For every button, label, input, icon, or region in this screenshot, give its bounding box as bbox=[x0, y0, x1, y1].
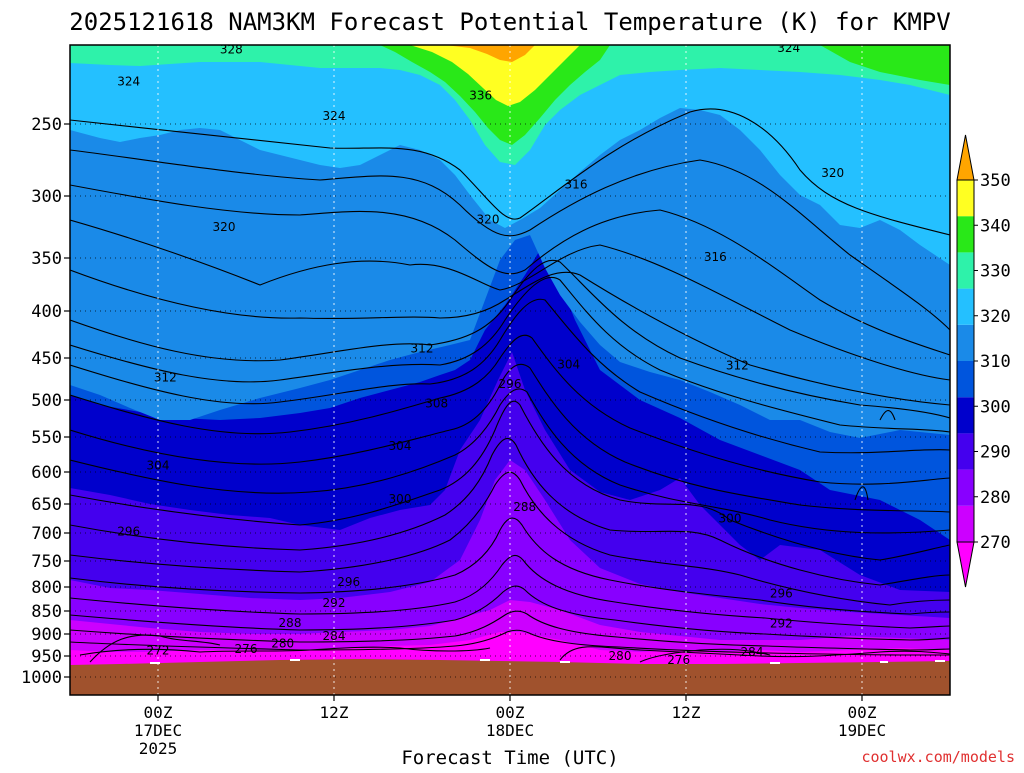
colorbar-label: 340 bbox=[980, 216, 1011, 236]
y-tick-label-400: 400 bbox=[31, 302, 62, 322]
x-axis-label: Forecast Time (UTC) bbox=[401, 747, 618, 768]
colorbar-label: 330 bbox=[980, 262, 1011, 282]
y-tick-label-500: 500 bbox=[31, 391, 62, 411]
contour-label-316: 316 bbox=[704, 250, 727, 264]
colorbar-swatch bbox=[957, 469, 974, 506]
colorbar-label: 290 bbox=[980, 443, 1011, 463]
y-tick-label-650: 650 bbox=[31, 495, 62, 515]
colorbar-swatch bbox=[957, 252, 974, 289]
contour-label-324: 324 bbox=[777, 41, 800, 55]
y-tick-label-450: 450 bbox=[31, 349, 62, 369]
y-tick-label-1000: 1000 bbox=[21, 668, 62, 688]
contour-label-308: 308 bbox=[425, 397, 448, 411]
x-tick-label: 00Z bbox=[496, 703, 525, 722]
contour-label-292: 292 bbox=[323, 596, 346, 610]
colorbar-swatch bbox=[957, 324, 974, 361]
colorbar-label: 320 bbox=[980, 307, 1011, 327]
contour-lines bbox=[70, 108, 950, 663]
contour-label-320: 320 bbox=[477, 213, 500, 227]
contour-labels: 328 324 324 336 324 320 316 320 320 316 312 312 296 3… bbox=[117, 41, 844, 667]
contour-label-276: 276 bbox=[235, 642, 258, 656]
contour-label-304: 304 bbox=[557, 358, 580, 372]
y-tick-label-900: 900 bbox=[31, 625, 62, 645]
colorbar-swatch bbox=[957, 180, 974, 217]
colorbar-label: 300 bbox=[980, 397, 1011, 417]
colorbar-swatch bbox=[957, 361, 974, 398]
colorbar-swatch-bottom bbox=[956, 541, 975, 588]
contour-label-312: 312 bbox=[154, 370, 177, 384]
y-tick-label-700: 700 bbox=[31, 524, 62, 544]
contour-label-316: 316 bbox=[565, 177, 588, 191]
contour-label-296: 296 bbox=[117, 524, 140, 538]
contour-label-296: 296 bbox=[499, 377, 522, 391]
contour-label-312: 312 bbox=[411, 342, 434, 356]
colorbar-swatch bbox=[957, 505, 974, 542]
contour-label-292: 292 bbox=[770, 616, 793, 630]
watermark: coolwx.com/models bbox=[861, 748, 1015, 766]
colorbar-swatch bbox=[957, 288, 974, 325]
x-tick-label: 19DEC bbox=[838, 721, 886, 740]
y-tick-label-550: 550 bbox=[31, 428, 62, 448]
y-tick-label-300: 300 bbox=[31, 187, 62, 207]
x-tick-label: 12Z bbox=[672, 703, 701, 722]
contour-label-288: 288 bbox=[513, 500, 536, 514]
x-tick-label: 17DEC bbox=[134, 721, 182, 740]
x-tick-label: 18DEC bbox=[486, 721, 534, 740]
contour-label-284: 284 bbox=[323, 629, 346, 643]
contour-label-328: 328 bbox=[220, 43, 243, 57]
y-tick-label-800: 800 bbox=[31, 578, 62, 598]
y-tick-label-750: 750 bbox=[31, 552, 62, 572]
gridlines bbox=[70, 45, 950, 695]
y-tick-label-950: 950 bbox=[31, 647, 62, 667]
contour-label-300: 300 bbox=[719, 512, 742, 526]
contour-label-280: 280 bbox=[271, 637, 294, 651]
colorbar-label: 350 bbox=[980, 171, 1011, 191]
x-tick-label: 2025 bbox=[139, 739, 178, 758]
contour-label-296: 296 bbox=[770, 587, 793, 601]
x-tick-label: 12Z bbox=[320, 703, 349, 722]
y-tick-label-600: 600 bbox=[31, 463, 62, 483]
y-tick-label-350: 350 bbox=[31, 249, 62, 269]
colorbar-label: 280 bbox=[980, 488, 1011, 508]
colorbar-swatch bbox=[957, 433, 974, 470]
contour-label-272: 272 bbox=[147, 643, 170, 657]
colorbar-swatch-top bbox=[956, 134, 975, 181]
colorbar-label: 310 bbox=[980, 352, 1011, 372]
band-330-right bbox=[820, 45, 950, 85]
contour-label-284: 284 bbox=[741, 645, 764, 659]
contour-label-304: 304 bbox=[147, 459, 170, 473]
contour-label-320: 320 bbox=[213, 220, 236, 234]
contour-label-312: 312 bbox=[726, 359, 749, 373]
band-340 bbox=[410, 45, 580, 106]
colorbar-label: 270 bbox=[980, 533, 1011, 553]
contour-label-324: 324 bbox=[117, 74, 140, 88]
colorbar: 270 280 290 300 310 320 330 340 350 bbox=[956, 134, 1011, 588]
contour-label-304: 304 bbox=[389, 439, 412, 453]
plot-area: 328 324 324 336 324 320 316 320 320 316 312 312 296 3… bbox=[70, 41, 950, 695]
chart-title: 2025121618 NAM3KM Forecast Potential Tem… bbox=[69, 8, 950, 36]
contour-label-288: 288 bbox=[279, 616, 302, 630]
contour-label-276: 276 bbox=[667, 653, 690, 667]
colorbar-swatch bbox=[957, 216, 974, 253]
contour-label-300: 300 bbox=[389, 492, 412, 506]
contour-label-280: 280 bbox=[609, 649, 632, 663]
contour-label-336: 336 bbox=[469, 89, 492, 103]
contour-label-320: 320 bbox=[821, 166, 844, 180]
colorbar-swatch bbox=[957, 397, 974, 434]
x-tick-label: 00Z bbox=[144, 703, 173, 722]
y-tick-label-250: 250 bbox=[31, 115, 62, 135]
x-tick-label: 00Z bbox=[848, 703, 877, 722]
contour-label-296: 296 bbox=[337, 575, 360, 589]
band-345 bbox=[445, 45, 535, 62]
y-axis: 250 300 350 400 450 500 550 600 650 700 750 800 850 9… bbox=[21, 115, 70, 688]
contour-label-324: 324 bbox=[323, 109, 346, 123]
y-tick-label-850: 850 bbox=[31, 602, 62, 622]
